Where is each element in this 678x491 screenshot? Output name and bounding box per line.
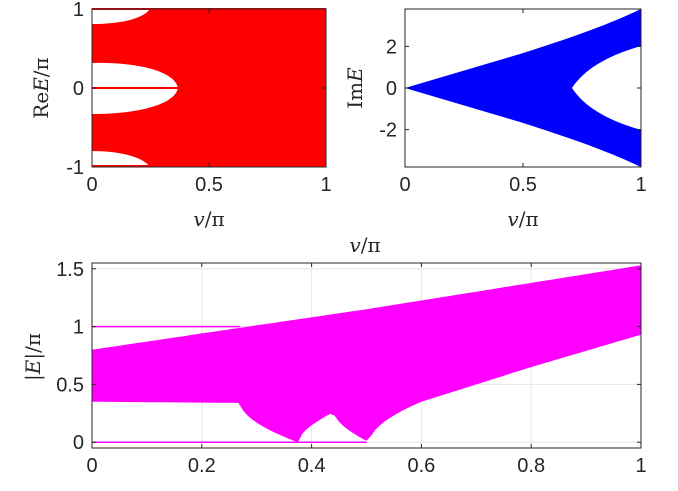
xlabel-top-right: v/π <box>507 207 538 231</box>
ytick-label-0-1: 0 <box>73 78 84 100</box>
ytick-label-2-2: 1 <box>73 317 84 339</box>
ytick-label-0-2: 1 <box>73 0 84 21</box>
panel-top-right: 0 0.5 1 -2 0 2 v/π ImE <box>343 8 647 231</box>
xtick-label-0-2: 1 <box>320 174 331 196</box>
ylabel-top-left: ReE/π <box>29 57 53 118</box>
xtick-label-0-0: 0 <box>86 174 97 196</box>
area-blue <box>405 9 641 167</box>
ytick-label-1-0: -2 <box>379 120 397 142</box>
axes-box-bottom <box>91 262 642 449</box>
xtick-label-2-1: 0.2 <box>188 455 216 477</box>
title-bottom: v/π <box>349 233 380 257</box>
ytick-label-0-0: -1 <box>66 157 84 179</box>
xtick-label-2-0: 0 <box>86 455 97 477</box>
panel-top-left: 0 0.5 1-101 v/π ReE/π <box>29 0 332 231</box>
xtick-label-2-3: 0.6 <box>407 455 435 477</box>
xtick-label-1-2: 1 <box>635 174 646 196</box>
xtick-label-2-5: 1 <box>635 455 646 477</box>
ytick-label-2-1: 0.5 <box>56 374 84 396</box>
area-magenta <box>92 265 641 443</box>
panel-bottom: 0 0.2 0.4 0.6 0.8 1 0 0.5 1 1.5 v/π |E|/π <box>21 233 647 477</box>
ytick-label-2-3: 1.5 <box>56 259 84 281</box>
area-red <box>92 9 326 167</box>
xtick-label-1-0: 0 <box>399 174 410 196</box>
ytick-label-1-2: 2 <box>386 36 397 58</box>
xtick-label-2-4: 0.8 <box>517 455 545 477</box>
xtick-label-0-1: 0.5 <box>195 174 223 196</box>
ytick-label-2-0: 0 <box>73 432 84 454</box>
ylabel-top-right: ImE <box>343 67 367 109</box>
xtick-label-1-1: 0.5 <box>509 174 537 196</box>
xlabel-top-left: v/π <box>193 207 224 231</box>
ylabel-bottom: |E|/π <box>21 333 46 381</box>
xtick-label-2-2: 0.4 <box>298 455 326 477</box>
ytick-label-1-1: 0 <box>386 78 397 100</box>
